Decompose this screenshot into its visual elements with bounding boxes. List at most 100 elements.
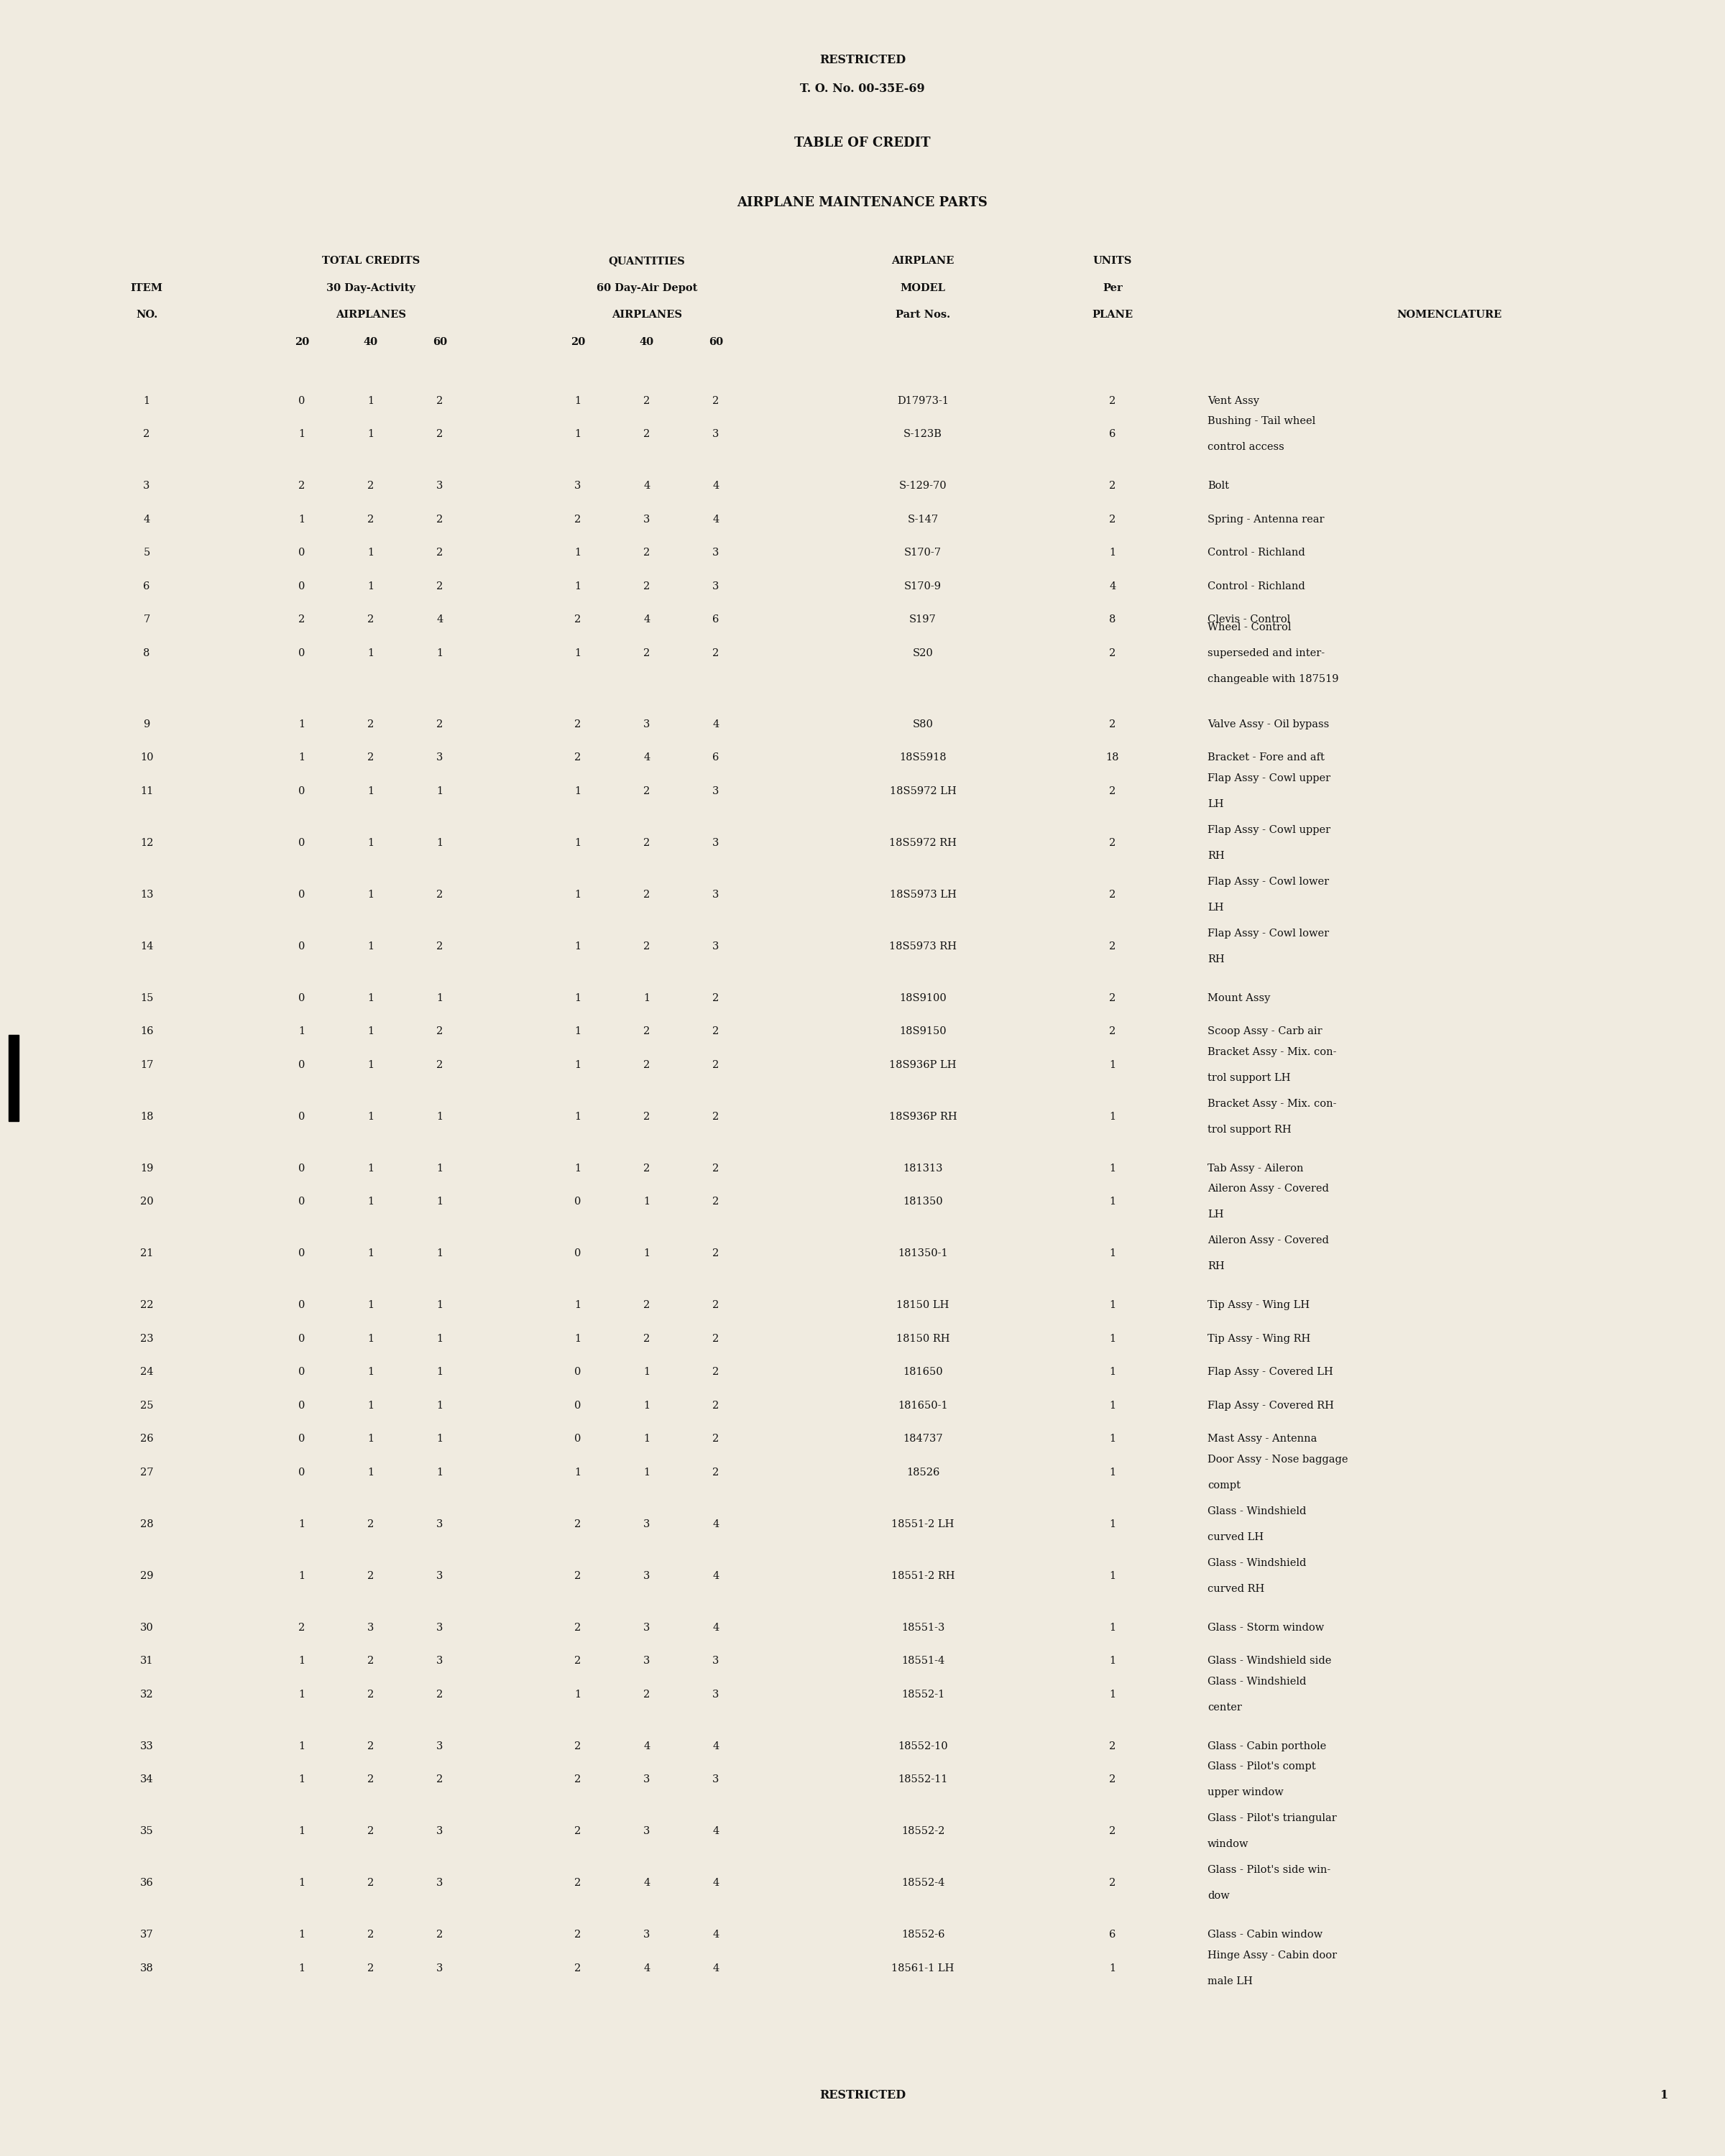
Text: 0: 0	[298, 942, 305, 951]
Text: 1: 1	[1109, 1623, 1116, 1632]
Text: Bolt: Bolt	[1208, 481, 1228, 492]
Text: 0: 0	[574, 1434, 581, 1445]
Text: 0: 0	[298, 397, 305, 405]
Text: 1: 1	[643, 1367, 650, 1378]
Text: 0: 0	[298, 1061, 305, 1069]
Text: 8: 8	[143, 649, 150, 658]
Text: 2: 2	[712, 1434, 719, 1445]
Text: 9: 9	[143, 720, 150, 729]
Text: 2: 2	[1109, 787, 1116, 796]
Text: 18552-4: 18552-4	[900, 1878, 945, 1889]
Text: 2: 2	[574, 1826, 581, 1837]
Text: 3: 3	[436, 1623, 443, 1632]
Text: 4: 4	[643, 1878, 650, 1889]
Text: 2: 2	[574, 1774, 581, 1785]
Text: 1: 1	[574, 1335, 581, 1343]
Text: 2: 2	[436, 1026, 443, 1037]
Text: 4: 4	[643, 481, 650, 492]
Text: 2: 2	[1109, 942, 1116, 951]
Text: 1: 1	[367, 1061, 374, 1069]
Text: ITEM: ITEM	[131, 282, 162, 293]
Text: S170-7: S170-7	[904, 548, 942, 558]
Text: 1: 1	[367, 890, 374, 899]
Text: 33: 33	[140, 1742, 154, 1751]
Text: S20: S20	[913, 649, 933, 658]
Text: 1: 1	[298, 429, 305, 440]
Bar	[9, 1035, 19, 1121]
Text: 3: 3	[712, 582, 719, 591]
Text: 4: 4	[643, 1742, 650, 1751]
Text: 1: 1	[298, 1026, 305, 1037]
Text: 1: 1	[436, 1197, 443, 1207]
Text: 1: 1	[436, 1468, 443, 1477]
Text: 4: 4	[643, 1964, 650, 1973]
Text: 1: 1	[367, 994, 374, 1003]
Text: Mount Assy: Mount Assy	[1208, 994, 1270, 1003]
Text: 1: 1	[143, 397, 150, 405]
Text: 3: 3	[643, 1774, 650, 1785]
Text: 2: 2	[367, 1930, 374, 1940]
Text: 18552-1: 18552-1	[900, 1690, 945, 1699]
Text: 1: 1	[436, 787, 443, 796]
Text: 1: 1	[574, 1026, 581, 1037]
Text: 26: 26	[140, 1434, 154, 1445]
Text: 2: 2	[643, 649, 650, 658]
Text: 2: 2	[436, 515, 443, 524]
Text: curved RH: curved RH	[1208, 1585, 1264, 1593]
Text: LH: LH	[1208, 1210, 1223, 1220]
Text: Flap Assy - Cowl upper: Flap Assy - Cowl upper	[1208, 826, 1330, 834]
Text: 1: 1	[298, 1572, 305, 1580]
Text: 3: 3	[643, 1930, 650, 1940]
Text: dow: dow	[1208, 1891, 1230, 1902]
Text: 2: 2	[643, 787, 650, 796]
Text: 1: 1	[1109, 1572, 1116, 1580]
Text: Flap Assy - Covered LH: Flap Assy - Covered LH	[1208, 1367, 1333, 1378]
Text: 16: 16	[140, 1026, 154, 1037]
Text: 2: 2	[367, 481, 374, 492]
Text: 2: 2	[1109, 994, 1116, 1003]
Text: LH: LH	[1208, 903, 1223, 912]
Text: 181650-1: 181650-1	[897, 1401, 949, 1410]
Text: 0: 0	[298, 839, 305, 847]
Text: S-123B: S-123B	[904, 429, 942, 440]
Text: 1: 1	[1661, 2089, 1668, 2102]
Text: 1: 1	[574, 1061, 581, 1069]
Text: 2: 2	[574, 1742, 581, 1751]
Text: 2: 2	[1109, 839, 1116, 847]
Text: 1: 1	[367, 942, 374, 951]
Text: 0: 0	[298, 1164, 305, 1173]
Text: Bracket - Fore and aft: Bracket - Fore and aft	[1208, 752, 1325, 763]
Text: 2: 2	[367, 1656, 374, 1667]
Text: Vent Assy: Vent Assy	[1208, 397, 1259, 405]
Text: 2: 2	[367, 1520, 374, 1529]
Text: QUANTITIES: QUANTITIES	[609, 257, 685, 265]
Text: 1: 1	[367, 548, 374, 558]
Text: 1: 1	[298, 1520, 305, 1529]
Text: 1: 1	[436, 649, 443, 658]
Text: Glass - Storm window: Glass - Storm window	[1208, 1623, 1325, 1632]
Text: 18S936P RH: 18S936P RH	[888, 1112, 957, 1121]
Text: 1: 1	[298, 1964, 305, 1973]
Text: 1: 1	[436, 1367, 443, 1378]
Text: 1: 1	[574, 397, 581, 405]
Text: 1: 1	[1109, 1690, 1116, 1699]
Text: RESTRICTED: RESTRICTED	[819, 2089, 906, 2102]
Text: 1: 1	[367, 582, 374, 591]
Text: 0: 0	[298, 890, 305, 899]
Text: 2: 2	[436, 1774, 443, 1785]
Text: 4: 4	[712, 1878, 719, 1889]
Text: 2: 2	[643, 1061, 650, 1069]
Text: 10: 10	[140, 752, 154, 763]
Text: S170-9: S170-9	[904, 582, 942, 591]
Text: 2: 2	[436, 720, 443, 729]
Text: RH: RH	[1208, 852, 1225, 860]
Text: 0: 0	[574, 1401, 581, 1410]
Text: 2: 2	[1109, 1742, 1116, 1751]
Text: 2: 2	[436, 890, 443, 899]
Text: 2: 2	[643, 1164, 650, 1173]
Text: 2: 2	[436, 429, 443, 440]
Text: 4: 4	[712, 1742, 719, 1751]
Text: 3: 3	[436, 1572, 443, 1580]
Text: 3: 3	[436, 481, 443, 492]
Text: 2: 2	[367, 515, 374, 524]
